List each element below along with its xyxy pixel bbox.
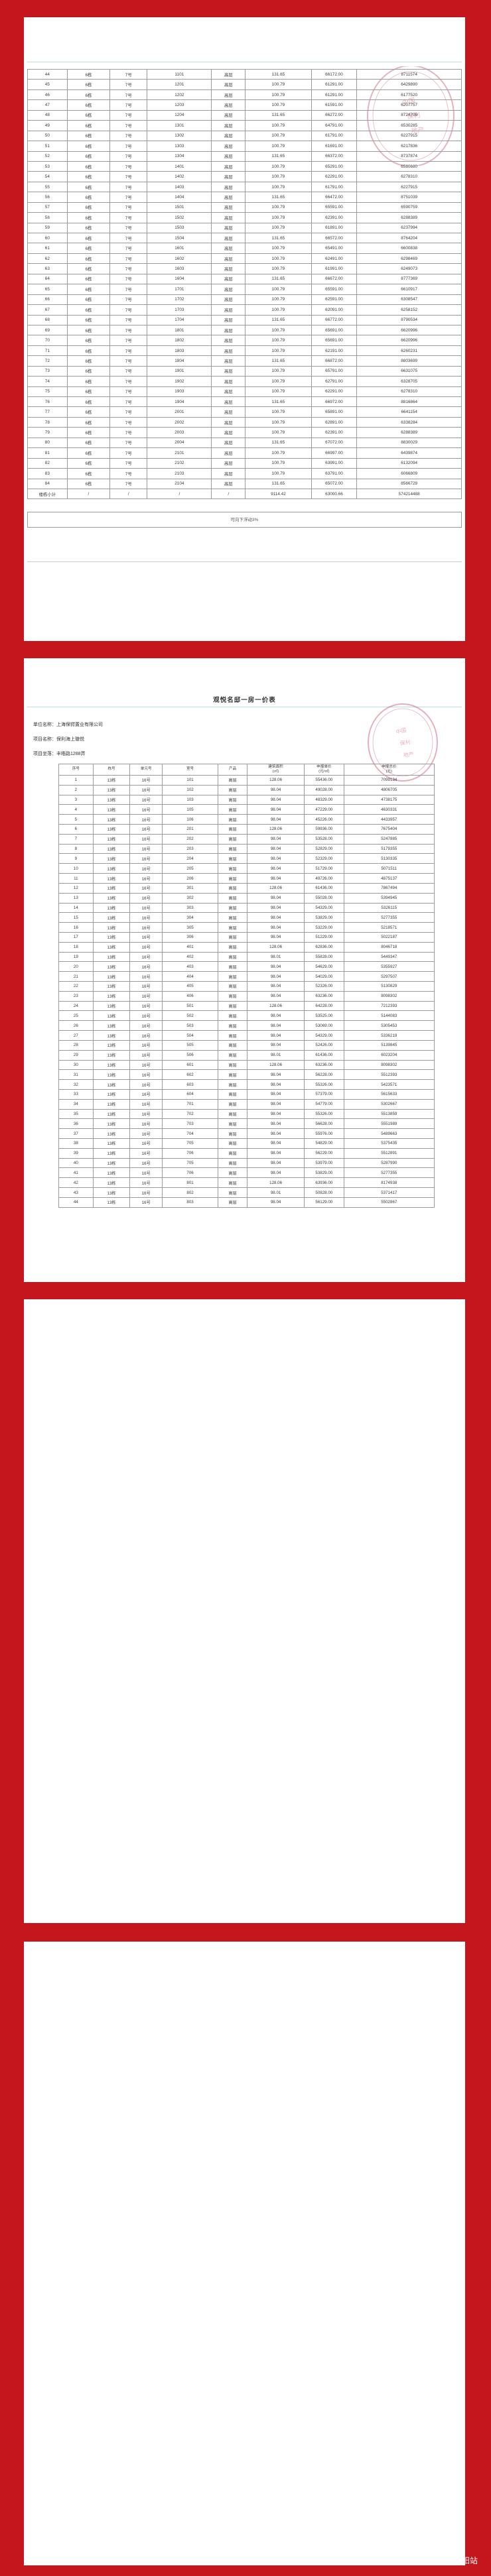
svg-text:中国: 中国 bbox=[395, 727, 407, 735]
svg-text:保利: 保利 bbox=[399, 738, 411, 746]
svg-text:地产: 地产 bbox=[403, 750, 414, 758]
